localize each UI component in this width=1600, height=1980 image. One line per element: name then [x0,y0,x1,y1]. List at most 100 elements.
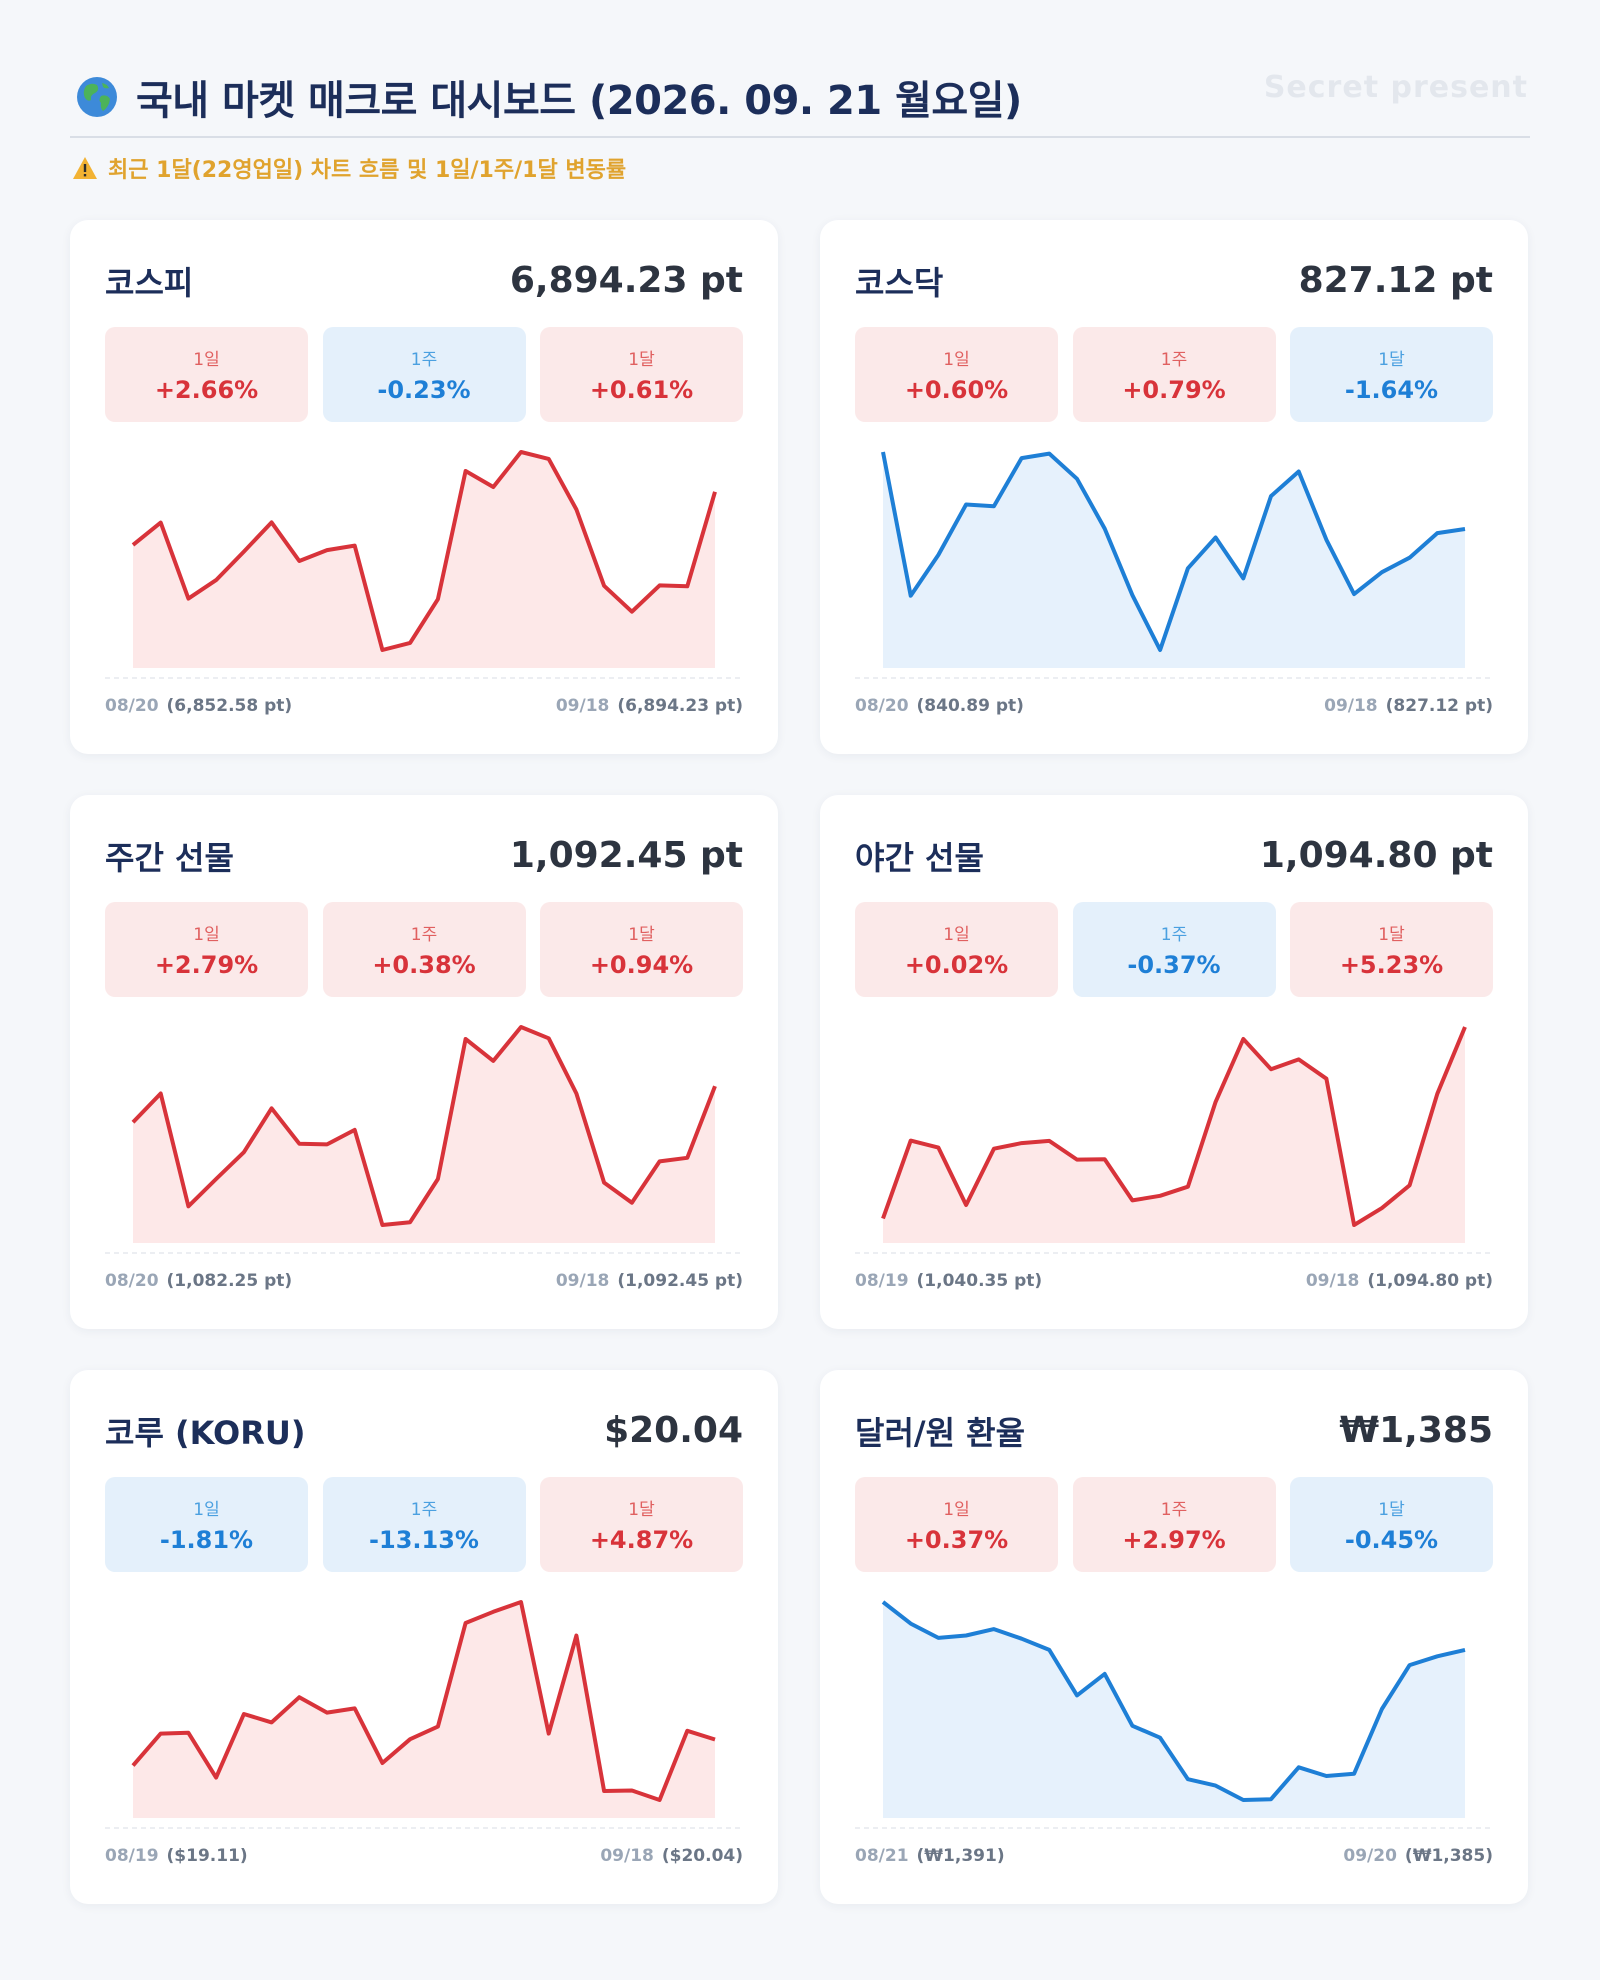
end-date: 09/18 [1324,696,1378,716]
change-period: 1주 [410,925,438,945]
change-value: +2.79% [154,951,259,979]
change-value: +0.37% [904,1526,1009,1554]
card-title: 코스피 [105,264,194,302]
change-period: 1일 [193,1500,220,1520]
chart-line [131,450,717,652]
end-point: 09/18 (6,894.23 pt) [556,696,743,716]
change-badge: 1달 -0.45% [1290,1477,1493,1572]
trend-chart [105,1592,743,1832]
end-point: 09/18 (1,094.80 pt) [1306,1271,1493,1291]
card-title: 달러/원 환율 [855,1414,1026,1452]
chart-area [133,1027,715,1243]
card-title: 야간 선물 [855,839,984,877]
change-badge: 1달 +5.23% [1290,902,1493,997]
chart-line [881,451,1466,652]
watermark: Secret present [1263,70,1528,105]
chart-area [133,1602,715,1818]
trend-chart [855,1017,1493,1257]
page-title: 국내 마켓 매크로 대시보드 (2026. 09. 21 월요일) [136,78,1022,124]
change-value: +0.02% [904,951,1009,979]
market-card: 주간 선물 1,092.45 pt 1일 +2.79% 1주 +0.38% 1달… [70,795,778,1329]
title-wrap: 국내 마켓 매크로 대시보드 (2026. 09. 21 월요일) [76,68,1022,126]
globe-icon [77,77,117,117]
end-point: 09/18 (1,092.45 pt) [556,1271,743,1291]
change-period: 1일 [943,925,970,945]
card-title: 주간 선물 [105,839,234,877]
dashboard-header: 국내 마켓 매크로 대시보드 (2026. 09. 21 월요일) Secret… [70,62,1530,138]
end-value: (1,094.80 pt) [1367,1271,1493,1291]
change-value: -1.64% [1344,376,1439,404]
change-value: +2.97% [1122,1526,1226,1554]
start-point: 08/20 (840.89 pt) [855,696,1024,716]
change-period: 1주 [410,1500,438,1520]
trend-chart [855,442,1493,682]
chart-svg [105,450,743,679]
change-period: 1일 [943,1500,970,1520]
start-date: 08/20 [105,1271,159,1291]
trend-chart [105,442,743,682]
end-point: 09/18 ($20.04) [600,1846,743,1866]
change-row: 1일 -1.81% 1주 -13.13% 1달 +4.87% [105,1477,743,1572]
change-value: +0.60% [904,376,1009,404]
start-value: (6,852.58 pt) [166,696,293,716]
change-period: 1일 [193,350,220,370]
start-point: 08/19 ($19.11) [105,1846,248,1866]
change-period: 1일 [943,350,970,370]
current-value: 827.12 pt [1298,260,1493,301]
current-value: 6,894.23 pt [509,260,743,301]
change-value: -0.37% [1127,951,1221,979]
end-date: 09/18 [600,1846,654,1866]
start-date: 08/21 [855,1846,909,1866]
chart-line [131,1025,717,1227]
chart-svg [855,1026,1493,1254]
market-card: 코스닥 827.12 pt 1일 +0.60% 1주 +0.79% 1달 -1.… [820,220,1528,754]
end-date: 09/20 [1343,1846,1397,1866]
change-period: 1주 [1160,350,1188,370]
change-value: -0.45% [1344,1526,1439,1554]
chart-area [883,452,1465,668]
change-badge: 1달 +4.87% [540,1477,743,1572]
end-point: 09/20 (₩1,385) [1343,1846,1493,1866]
change-value: -0.23% [377,376,471,404]
current-value: $20.04 [604,1410,743,1451]
current-value: ₩1,385 [1339,1410,1493,1451]
start-value: (1,040.35 pt) [916,1271,1043,1291]
change-period: 1주 [1160,925,1188,945]
change-badge: 1일 +2.79% [105,902,308,997]
change-value: +5.23% [1339,951,1444,979]
end-date: 09/18 [1305,1271,1360,1291]
change-value: +4.87% [589,1526,694,1554]
start-value: (₩1,391) [916,1846,1005,1866]
chart-svg [855,451,1493,679]
start-point: 08/19 (1,040.35 pt) [855,1271,1042,1291]
change-period: 1달 [628,350,655,370]
start-date: 08/20 [855,696,909,716]
change-period: 1달 [1378,1500,1405,1520]
card-title: 코루 (KORU) [105,1414,306,1452]
chart-area [883,1027,1465,1243]
chart-area [133,452,715,668]
change-badge: 1주 -0.37% [1072,902,1276,997]
change-value: +0.94% [589,951,694,979]
market-card: 야간 선물 1,094.80 pt 1일 +0.02% 1주 -0.37% 1달… [820,795,1528,1329]
end-date: 09/18 [555,696,610,716]
change-badge: 1일 +2.66% [105,327,308,422]
chart-line [131,1600,716,1802]
change-badge: 1주 +2.97% [1072,1477,1276,1572]
change-badge: 1달 -1.64% [1290,327,1493,422]
change-value: +0.61% [589,376,694,404]
change-value: -13.13% [369,1526,479,1554]
change-badge: 1일 +0.37% [855,1477,1058,1572]
end-value: (₩1,385) [1404,1846,1493,1866]
chart-svg [105,1600,743,1829]
start-value: (840.89 pt) [916,696,1024,716]
start-date: 08/20 [105,696,159,716]
change-badge: 1일 +0.02% [855,902,1058,997]
start-point: 08/21 (₩1,391) [855,1846,1005,1866]
change-row: 1일 +0.60% 1주 +0.79% 1달 -1.64% [855,327,1493,422]
start-point: 08/20 (6,852.58 pt) [105,696,292,716]
change-period: 1주 [1160,1500,1188,1520]
start-point: 08/20 (1,082.25 pt) [105,1271,292,1291]
change-badge: 1주 +0.79% [1072,327,1276,422]
start-value: (1,082.25 pt) [166,1271,293,1291]
